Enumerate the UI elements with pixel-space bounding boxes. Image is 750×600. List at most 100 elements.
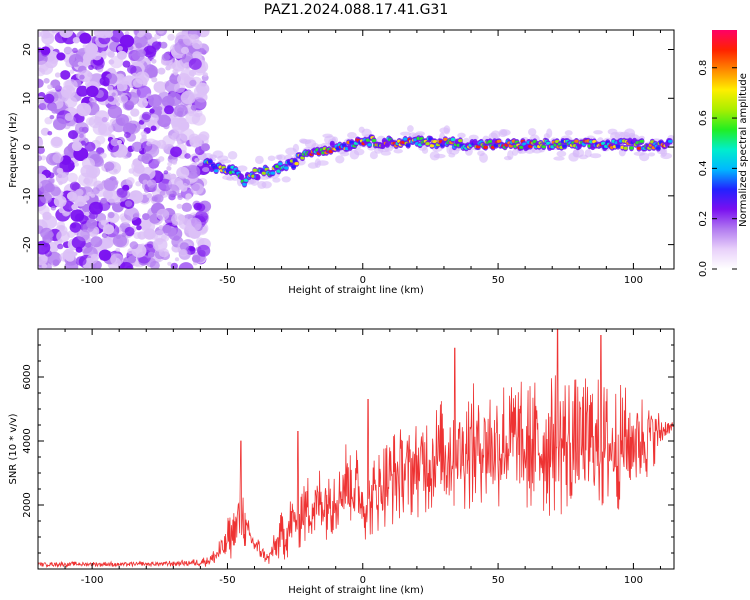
spectrogram-noise-cell bbox=[141, 111, 152, 121]
spectrogram-noise-cell bbox=[163, 170, 169, 175]
spectrogram-noise-cell bbox=[198, 131, 210, 142]
spectrogram-noise-cell bbox=[39, 192, 53, 204]
colorbar-ticks: 0.0 0.2 0.4 0.6 0.8 bbox=[698, 60, 737, 277]
spectrogram-ridge-halo bbox=[553, 156, 565, 161]
spectrogram-noise-cell bbox=[95, 135, 106, 145]
colorbar-label: Normalized spectral amplitude bbox=[738, 73, 749, 227]
spectrogram-noise-cell bbox=[84, 141, 96, 152]
spectrogram-noise-cell bbox=[104, 189, 119, 203]
snr-series-line bbox=[38, 329, 674, 569]
spectrogram-noise-cell bbox=[111, 92, 116, 97]
spectrogram-noise-cell bbox=[90, 236, 103, 248]
spectrogram-noise-cell bbox=[124, 131, 131, 138]
spectrogram-noise-cell bbox=[124, 200, 133, 207]
spectrogram-ridge-peak bbox=[541, 145, 546, 149]
spectrogram-ridge-halo bbox=[660, 152, 673, 160]
spectrogram-noise-cell bbox=[84, 211, 90, 217]
spectrogram-ridge-halo bbox=[546, 128, 553, 139]
spectrogram-noise-cell bbox=[150, 125, 157, 132]
spectrogram-noise-cell bbox=[110, 253, 124, 266]
spectrogram-noise-cell bbox=[192, 51, 202, 60]
x-tick-label: 100 bbox=[624, 275, 643, 286]
spectrogram-noise-cell bbox=[56, 230, 70, 243]
colorbar: 0.0 0.2 0.4 0.6 0.8 Normalized spectral ampl… bbox=[698, 30, 749, 277]
spectrogram-ridge-peak bbox=[519, 145, 524, 149]
spectrogram-noise-cell bbox=[178, 262, 194, 269]
spectrogram-y-axis-label: Frequency (Hz) bbox=[8, 112, 19, 188]
spectrogram-noise-cell bbox=[51, 136, 63, 147]
spectrogram-noise-cell bbox=[188, 133, 200, 144]
spectrogram-ridge-halo bbox=[457, 132, 466, 139]
spectrogram-noise-cell bbox=[128, 168, 135, 174]
spectrogram-noise-cell bbox=[176, 166, 190, 179]
spectrogram-noise-cell bbox=[121, 232, 127, 238]
spectrogram-noise-cell bbox=[149, 108, 155, 114]
spectrogram-noise-cell bbox=[48, 178, 55, 184]
spectrogram-noise-cell bbox=[197, 244, 211, 257]
spectrogram-noise-cell bbox=[135, 42, 143, 49]
spectrogram-ridge-peak bbox=[450, 137, 456, 142]
spectrogram-noise-cell bbox=[42, 211, 52, 221]
spectrogram-noise-cell bbox=[197, 161, 203, 167]
spectrogram-noise-cell bbox=[63, 46, 73, 55]
spectrogram-noise-cell bbox=[168, 227, 183, 241]
spectrogram-noise-cell bbox=[47, 84, 53, 90]
spectrogram-noise-cell bbox=[159, 190, 166, 196]
colorbar-tick-label: 0.6 bbox=[698, 110, 709, 126]
spectrogram-ridge-halo bbox=[272, 177, 281, 183]
snr-background bbox=[38, 329, 674, 569]
y-tick-label: 2000 bbox=[22, 492, 33, 517]
spectrogram-noise-cell bbox=[155, 237, 164, 245]
snr-ticks: -100 -50 0 50 100 2000 4000 6000 bbox=[22, 329, 674, 586]
spectrogram-ridge-halo bbox=[261, 181, 272, 189]
spectrogram-noise-cell bbox=[42, 234, 53, 244]
spectrogram-noise-cell bbox=[64, 96, 78, 108]
spectrogram-noise-cell bbox=[166, 166, 172, 171]
spectrogram-noise-cell bbox=[50, 205, 57, 211]
y-tick-label: 4000 bbox=[22, 428, 33, 453]
spectrogram-noise-cell bbox=[90, 193, 96, 198]
spectrogram-noise-cell bbox=[59, 70, 71, 80]
spectrogram-ridge-halo bbox=[347, 132, 357, 139]
spectrogram-noise-cell bbox=[53, 118, 67, 131]
spectrogram-noise-cell bbox=[112, 234, 128, 248]
spectrogram-noise-cell bbox=[94, 110, 110, 124]
spectrogram-ridge-halo bbox=[407, 125, 414, 133]
spectrogram-noise-cell bbox=[92, 52, 102, 61]
spectrogram-ridge-halo bbox=[219, 159, 232, 164]
spectrogram-ridge-peak bbox=[562, 144, 567, 148]
spectrogram-noise-cell bbox=[107, 95, 115, 102]
spectrogram-noise-cell bbox=[123, 207, 140, 221]
spectrogram-ridge-halo bbox=[421, 147, 429, 154]
spectrogram-noise-cell bbox=[124, 31, 130, 36]
y-tick-label: -20 bbox=[22, 236, 33, 252]
spectrogram-ridge-halo bbox=[468, 134, 479, 141]
spectrogram-ridge-halo bbox=[255, 155, 264, 165]
spectrogram-ridge-peak bbox=[615, 144, 621, 148]
spectrogram-ridge-halo bbox=[292, 143, 300, 153]
spectrogram-noise-cell bbox=[40, 30, 51, 39]
spectrogram-noise-cell bbox=[125, 120, 141, 134]
spectrogram-ridge-halo bbox=[393, 148, 403, 154]
spectrogram-noise-cell bbox=[184, 226, 197, 238]
spectrogram-noise-cell bbox=[45, 51, 60, 64]
spectrogram-noise-cell bbox=[116, 50, 127, 60]
spectrogram-noise-cell bbox=[48, 103, 57, 112]
x-tick-label: -50 bbox=[219, 275, 235, 286]
y-tick-label: 6000 bbox=[22, 364, 33, 389]
spectrogram-noise-cell bbox=[38, 252, 48, 266]
spectrogram-noise-cell bbox=[141, 134, 147, 140]
spectrogram-noise-cell bbox=[126, 265, 133, 269]
spectrogram-noise-cell bbox=[93, 30, 106, 38]
spectrogram-noise-cell bbox=[137, 231, 147, 240]
x-tick-label: -50 bbox=[219, 575, 235, 586]
spectrogram-ridge-peak bbox=[214, 169, 219, 173]
spectrogram-noise-cell bbox=[38, 146, 45, 154]
snr-x-axis-label: Height of straight line (km) bbox=[288, 585, 424, 596]
spectrogram-noise-cell bbox=[126, 177, 135, 185]
spectrogram-noise-cell bbox=[126, 152, 131, 158]
spectrogram-noise-cell bbox=[89, 96, 96, 103]
spectrogram-ridge-halo bbox=[500, 129, 511, 136]
spectrogram-ridge-peak bbox=[367, 143, 372, 147]
spectrogram-ridge-halo bbox=[479, 152, 488, 163]
